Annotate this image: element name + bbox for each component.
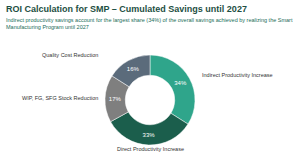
svg-text:33%: 33%	[143, 132, 156, 138]
svg-text:34%: 34%	[174, 80, 187, 86]
html-text:Indirect productivity savings: Indirect productivity savings account fo…	[6, 17, 293, 30]
svg-text:WIP, FG, SFG Stock Reduction: WIP, FG, SFG Stock Reduction	[22, 95, 98, 101]
svg-text:17%: 17%	[109, 96, 122, 102]
html-text:ROI Calculation for SMP – Cumu: ROI Calculation for SMP – Cumulated Savi…	[6, 4, 247, 14]
svg-text:Indirect Productivity Increase: Indirect Productivity Increase	[202, 72, 273, 78]
svg-text:Direct Productivity Increase: Direct Productivity Increase	[117, 146, 184, 152]
svg-text:16%: 16%	[127, 66, 140, 72]
svg-text:Quality Cost Reduction: Quality Cost Reduction	[42, 52, 98, 58]
